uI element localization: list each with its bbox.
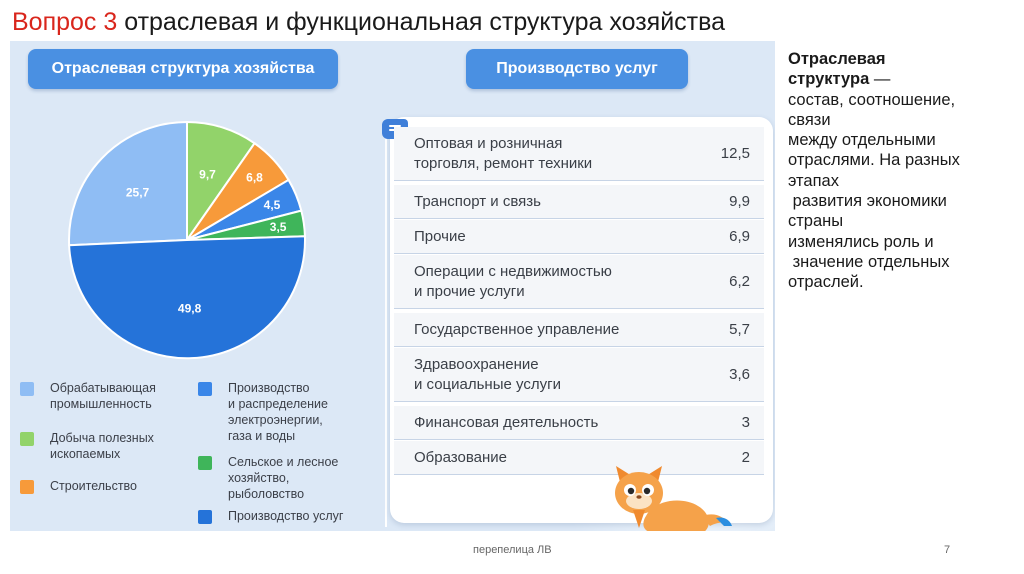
legend-label: Добыча полезных ископаемых [50,431,154,461]
footer-author: перепелица ЛВ [473,544,552,556]
slide-title: Вопрос 3 отраслевая и функциональная стр… [12,6,725,38]
infographic-panel: Отраслевая структура хозяйства Производс… [10,41,775,531]
table-row-label: Образование [414,449,507,466]
table-row: Оптовая и розничная торговля, ремонт техн… [394,127,764,181]
definition-line: состав, соотношение, [788,90,956,109]
legend-swatch [198,456,212,470]
definition-line: страны [788,212,844,231]
legend-swatch [198,382,212,396]
table-row-label: Финансовая деятельность [414,414,599,431]
legend-label: Производство и распределение электроэнерги… [228,381,328,443]
legend-item: Добыча полезных ископаемых [20,430,154,462]
definition-line: между отдельными [788,131,936,150]
pie-slice-label: 9,7 [199,168,216,182]
pie-slice-label: 3,5 [270,220,287,234]
services-table-card: Оптовая и розничная торговля, ремонт техн… [382,117,773,523]
panel-divider [385,131,387,527]
pie-chart: 25,7 9,7 6,8 4,5 3,5 49,8 [65,116,306,366]
table-row-value: 3,6 [729,366,750,383]
pie-legend: Обрабатывающая промышленность Добыча полез… [10,371,390,531]
pie-slice-label: 4,5 [264,198,281,212]
legend-swatch [20,382,34,396]
legend-swatch [198,510,212,524]
legend-item: Производство услуг [198,508,343,524]
cat-mascot-icon [615,466,732,531]
industry-structure-header: Отраслевая структура хозяйства [28,49,338,89]
legend-swatch [20,432,34,446]
pie-slice [68,235,306,360]
table-row: Здравоохранение и социальные услуги 3,6 [394,348,764,402]
table-row: Образование 2 [394,441,764,475]
legend-label: Сельское и лесное хозяйство, рыболовство [228,455,339,501]
page-number: 7 [944,544,951,556]
definition-line: этапах [788,171,839,190]
table-row: Прочие 6,9 [394,220,764,254]
table-row: Финансовая деятельность 3 [394,406,764,440]
legend-label: Строительство [50,479,137,493]
definition-line: изменялись роль и [788,232,934,251]
table-row-value: 6,2 [729,273,750,290]
legend-item: Производство и распределение электроэнерги… [198,380,328,444]
table-row-value: 2 [741,449,750,466]
definition-line: развития экономики [788,192,947,211]
services-header: Производство услуг [466,49,688,89]
table-row: Транспорт и связь 9,9 [394,185,764,219]
table-row-label: Здравоохранение и социальные услуги [414,356,561,393]
table-row-label: Государственное управление [414,321,620,338]
slide-title-text: отраслевая и функциональная структура хо… [117,8,726,36]
table-row: Государственное управление 5,7 [394,313,764,347]
table-row-value: 5,7 [729,321,750,338]
legend-label: Производство услуг [228,509,344,523]
table-row: Операции с недвижимостью и прочие услуги 6… [394,255,764,309]
definition-term-line-2: структура — [788,70,891,89]
slide-title-prefix: Вопрос 3 [12,8,118,36]
legend-item: Обрабатывающая промышленность [20,380,156,412]
table-row-value: 12,5 [720,145,750,162]
definition-line: связи [788,110,831,129]
pie-slice-label: 25,7 [126,186,150,200]
definition-line: отраслями. На разных [788,151,960,170]
table-row-value: 3 [741,414,750,431]
definition-text: Отраслевая структура — состав, соотношен… [788,49,1018,293]
definition-line: значение отдельных [788,252,950,271]
legend-label: Обрабатывающая промышленность [50,381,156,411]
table-row-label: Прочие [414,228,466,245]
legend-swatch [20,480,34,494]
pie-slice-label: 49,8 [178,301,202,315]
pie-slice [68,120,188,247]
table-row-label: Операции с недвижимостью и прочие услуги [414,263,612,300]
legend-item: Сельское и лесное хозяйство, рыболовство [198,454,338,502]
table-row-value: 9,9 [729,193,750,210]
pie-slice-label: 6,8 [246,170,263,184]
table-row-value: 6,9 [729,228,750,245]
legend-item: Строительство [20,478,137,494]
table-row-label: Транспорт и связь [414,193,541,210]
table-row-label: Оптовая и розничная торговля, ремонт техн… [414,135,593,172]
pie-chart-svg: 25,7 9,7 6,84,5 3,5 49,8 [68,120,306,360]
definition-term-line-1: Отраслевая [788,50,886,68]
definition-line: отраслей. [788,273,864,292]
